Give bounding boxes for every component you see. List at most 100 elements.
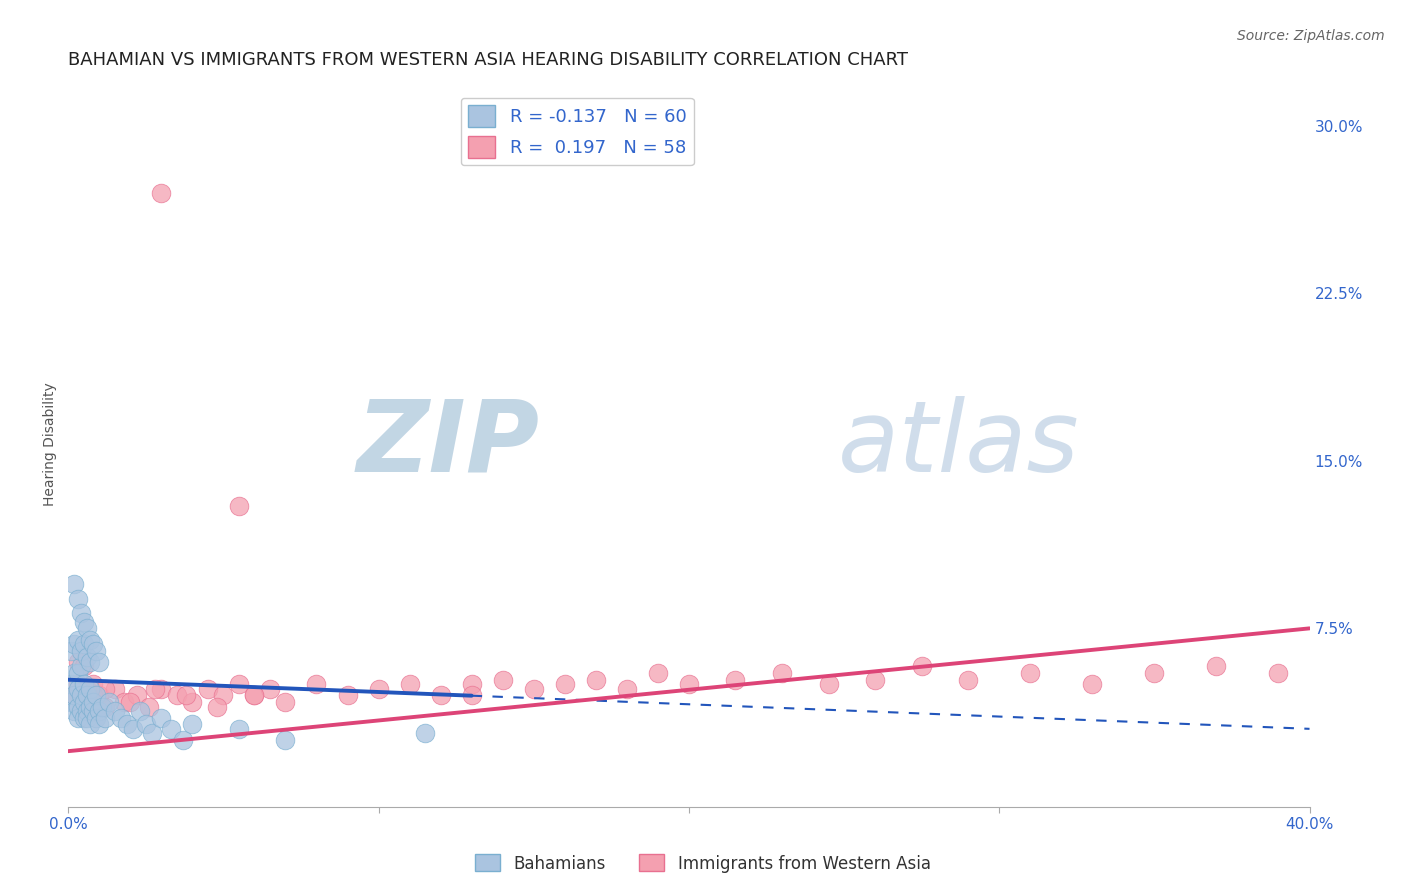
Point: [143, 681, 166, 696]
Point: [73, 615, 96, 629]
Text: BAHAMIAN VS IMMIGRANTS FROM WESTERN ASIA HEARING DISABILITY CORRELATION CHART: BAHAMIAN VS IMMIGRANTS FROM WESTERN ASIA…: [69, 51, 908, 69]
Point: [89, 655, 111, 669]
Point: [69, 643, 91, 657]
Point: [128, 704, 150, 718]
Point: [104, 681, 127, 696]
Point: [60, 677, 83, 691]
Point: [174, 689, 197, 703]
Point: [817, 677, 839, 691]
Point: [94, 711, 117, 725]
Point: [205, 699, 228, 714]
Point: [243, 689, 266, 703]
Point: [60, 643, 83, 657]
Point: [367, 681, 389, 696]
Point: [69, 704, 91, 718]
Point: [76, 704, 98, 718]
Point: [79, 632, 101, 647]
Point: [181, 717, 204, 731]
Point: [63, 689, 86, 703]
Point: [228, 499, 250, 513]
Point: [63, 576, 86, 591]
Point: [523, 681, 546, 696]
Point: [66, 699, 89, 714]
Point: [82, 695, 104, 709]
Point: [305, 677, 328, 691]
Point: [79, 655, 101, 669]
Text: ZIP: ZIP: [357, 396, 540, 492]
Point: [110, 711, 132, 725]
Point: [1019, 666, 1042, 681]
Point: [97, 695, 120, 709]
Point: [863, 673, 886, 687]
Point: [94, 681, 117, 696]
Point: [150, 711, 173, 725]
Point: [66, 666, 89, 681]
Point: [91, 699, 114, 714]
Point: [66, 677, 89, 691]
Point: [243, 689, 266, 703]
Point: [79, 695, 101, 709]
Point: [73, 659, 96, 673]
Point: [73, 677, 96, 691]
Point: [73, 637, 96, 651]
Point: [398, 677, 420, 691]
Point: [69, 659, 91, 673]
Point: [150, 186, 173, 200]
Point: [79, 681, 101, 696]
Point: [76, 650, 98, 665]
Point: [73, 695, 96, 709]
Point: [89, 689, 111, 703]
Point: [120, 695, 142, 709]
Point: [89, 704, 111, 718]
Point: [228, 722, 250, 736]
Point: [66, 711, 89, 725]
Point: [63, 666, 86, 681]
Point: [181, 695, 204, 709]
Point: [138, 699, 160, 714]
Point: [73, 689, 96, 703]
Point: [413, 726, 436, 740]
Point: [69, 699, 91, 714]
Point: [63, 704, 86, 718]
Point: [115, 717, 138, 731]
Point: [60, 695, 83, 709]
Point: [66, 632, 89, 647]
Point: [1205, 659, 1227, 673]
Legend: R = -0.137   N = 60, R =  0.197   N = 58: R = -0.137 N = 60, R = 0.197 N = 58: [461, 97, 693, 165]
Point: [76, 621, 98, 635]
Point: [1081, 677, 1104, 691]
Point: [336, 689, 359, 703]
Point: [84, 643, 107, 657]
Point: [770, 666, 793, 681]
Point: [159, 722, 181, 736]
Point: [63, 689, 86, 703]
Point: [84, 711, 107, 725]
Point: [66, 655, 89, 669]
Point: [429, 689, 451, 703]
Point: [112, 695, 135, 709]
Point: [554, 677, 576, 691]
Point: [84, 689, 107, 703]
Point: [141, 726, 163, 740]
Point: [957, 673, 980, 687]
Point: [94, 699, 117, 714]
Point: [89, 717, 111, 731]
Point: [166, 689, 188, 703]
Point: [1143, 666, 1166, 681]
Point: [274, 695, 297, 709]
Point: [66, 681, 89, 696]
Point: [135, 717, 157, 731]
Point: [197, 681, 219, 696]
Point: [212, 689, 235, 703]
Text: atlas: atlas: [838, 396, 1080, 492]
Text: Source: ZipAtlas.com: Source: ZipAtlas.com: [1237, 29, 1385, 43]
Point: [492, 673, 515, 687]
Point: [172, 733, 194, 747]
Point: [82, 689, 104, 703]
Point: [259, 681, 281, 696]
Point: [76, 689, 98, 703]
Point: [125, 689, 148, 703]
Point: [460, 677, 482, 691]
Point: [66, 592, 89, 607]
Point: [79, 717, 101, 731]
